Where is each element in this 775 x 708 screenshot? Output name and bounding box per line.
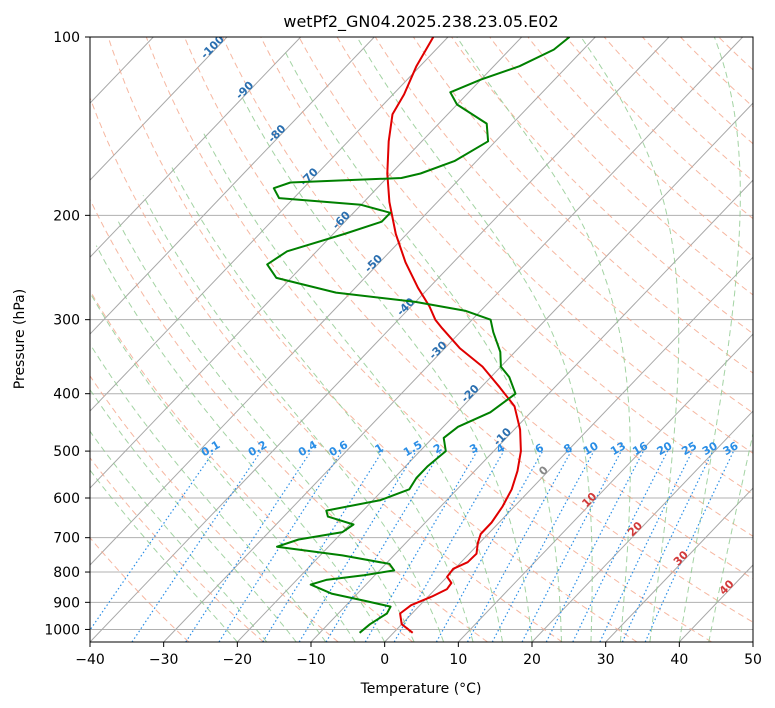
- y-tick-label: 300: [53, 313, 80, 329]
- y-tick-label: 200: [53, 208, 80, 224]
- x-tick-label: 20: [523, 652, 541, 668]
- isotherm-line: [90, 37, 670, 642]
- moist-adiabat-line: [90, 430, 268, 642]
- y-tick-label: 100: [53, 30, 80, 46]
- x-tick-label: 40: [670, 652, 688, 668]
- mixing-ratio-line: [621, 450, 714, 642]
- dry-adiabat-line: [90, 375, 339, 642]
- isotherm-line: [90, 37, 596, 566]
- moist-adiabat-lines: [90, 37, 753, 642]
- moist-adiabat-line: [90, 291, 356, 642]
- moist-adiabat-line: [240, 94, 533, 642]
- moist-adiabat-line: [142, 195, 445, 642]
- x-tick-label: −20: [223, 652, 253, 668]
- isotherm-line: [384, 256, 753, 642]
- mixing-ratio-line: [298, 450, 417, 642]
- moist-adiabat-line: [117, 221, 415, 642]
- y-tick-label: 500: [53, 444, 80, 460]
- moist-adiabat-line: [356, 37, 593, 642]
- dry-adiabat-line: [298, 37, 753, 496]
- dry-adiabat-line: [603, 37, 753, 182]
- isotherm-line: [90, 37, 302, 258]
- dry-adiabat-line: [107, 37, 638, 642]
- mixing-ratio-lines: [90, 450, 735, 642]
- chart-title: wetPf2_GN04.2025.238.23.05.E02: [283, 12, 558, 32]
- dry-adiabat-line: [184, 37, 753, 623]
- dry-adiabat-line: [145, 37, 712, 642]
- moist-adiabat-line: [95, 245, 386, 642]
- y-tick-label: 600: [53, 491, 80, 507]
- dry-adiabat-line: [90, 456, 264, 642]
- moist-adiabat-line: [90, 469, 238, 642]
- moist-adiabat-line: [456, 37, 631, 642]
- moist-adiabat-line: [708, 431, 753, 642]
- y-axis-ticks: 100 200 300 400 500 600 700 800 900 1000: [44, 30, 90, 638]
- y-tick-label: 700: [53, 531, 80, 547]
- x-axis-label: Temperature (°C): [360, 681, 482, 697]
- mixing-ratio-line: [435, 450, 544, 642]
- y-tick-label: 1000: [44, 622, 80, 638]
- y-axis-label: Pressure (hPa): [12, 289, 28, 389]
- dry-adiabat-line: [336, 37, 753, 454]
- dry-adiabat-line: [260, 37, 753, 537]
- dry-adiabat-line: [90, 198, 488, 642]
- x-tick-label: −40: [75, 652, 105, 668]
- mixing-ratio-line: [262, 450, 384, 642]
- mixing-ratio-line: [644, 450, 735, 642]
- dry-adiabat-line: [90, 289, 414, 642]
- mixing-ratio-line: [599, 450, 693, 642]
- dry-adiabat-lines: [90, 37, 753, 642]
- y-tick-label: 800: [53, 565, 80, 581]
- isotherm-line: [90, 37, 375, 335]
- mixing-ratio-line: [325, 450, 442, 642]
- x-tick-label: 10: [449, 652, 467, 668]
- isotherm-line: [236, 102, 753, 642]
- mixing-ratio-line: [466, 450, 572, 642]
- moist-adiabat-line: [90, 388, 297, 642]
- y-tick-label: 400: [53, 387, 80, 403]
- y-tick-label: 900: [53, 595, 80, 611]
- x-tick-label: 0: [380, 652, 389, 668]
- x-tick-label: 30: [597, 652, 615, 668]
- isotherm-line: [605, 487, 753, 642]
- moist-adiabat-line: [283, 49, 562, 642]
- temperature-line: [386, 37, 522, 634]
- moist-adiabat-line: [202, 132, 503, 642]
- isobar-gridlines: [90, 37, 753, 630]
- isotherm-line: [531, 410, 753, 642]
- sounding-profiles: [266, 37, 571, 634]
- dewpoint-line: [266, 37, 571, 634]
- dry-adiabat-line: [451, 37, 753, 335]
- dry-adiabat-line: [374, 37, 753, 414]
- mixing-ratio-line: [572, 450, 669, 642]
- x-axis-ticks: −40 −30 −20 −10 0 10 20 30 40 50: [75, 642, 762, 668]
- plot-frame: [89, 36, 754, 643]
- isotherm-line: [90, 37, 523, 489]
- dry-adiabat-line: [90, 96, 563, 642]
- x-tick-label: −10: [296, 652, 326, 668]
- mixing-ratio-line: [364, 450, 478, 642]
- moist-adiabat-line: [170, 165, 474, 642]
- moist-adiabat-line: [678, 37, 741, 642]
- mixing-ratio-line: [393, 450, 505, 642]
- x-tick-label: −30: [149, 652, 179, 668]
- mixing-ratio-line: [90, 450, 215, 632]
- dry-adiabat-line: [565, 37, 753, 220]
- dry-adiabat-line: [222, 37, 753, 580]
- isotherm-line: [90, 37, 228, 181]
- isotherm-line: [90, 37, 449, 412]
- moist-adiabat-line: [580, 37, 680, 642]
- x-tick-label: 50: [744, 652, 762, 668]
- isotherm-line: [457, 333, 753, 642]
- moist-adiabat-line: [90, 343, 327, 642]
